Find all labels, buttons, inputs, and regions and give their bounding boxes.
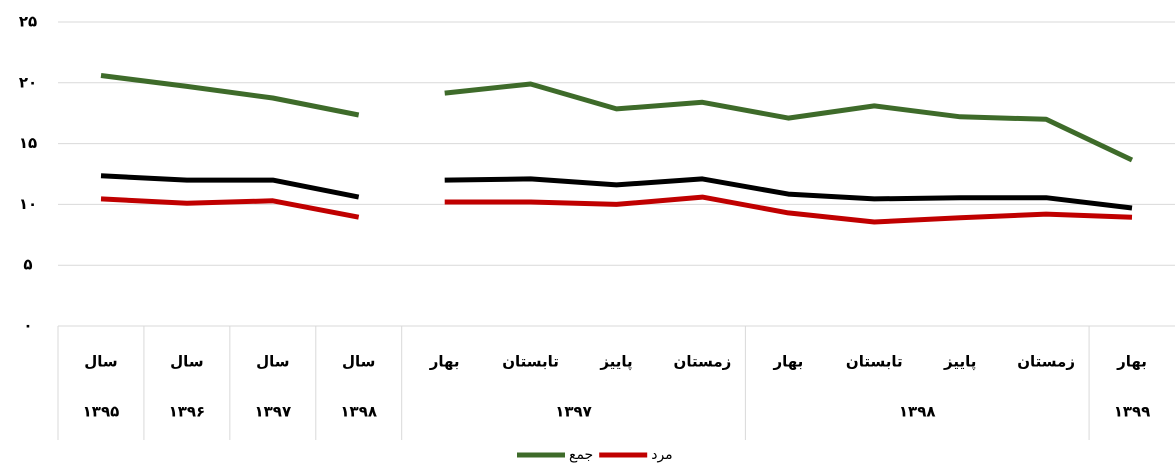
x-tick-label: بهار — [429, 353, 460, 371]
x-tick-label: تابستان — [846, 353, 903, 371]
x-tick-label: زمستان — [1017, 353, 1075, 371]
group-label: ۱۳۹۸ — [899, 403, 936, 421]
line — [444, 194, 1133, 225]
legend-label: جمع — [569, 447, 593, 463]
line — [100, 196, 360, 220]
group-label: ۱۳۹۷ — [254, 403, 291, 421]
y-tick-label: ۱۰ — [19, 195, 37, 213]
x-tick-label: پاییز — [599, 353, 632, 372]
x-tick-label: سال — [256, 353, 289, 371]
x-tick-label: سال — [342, 353, 375, 371]
y-tick-label: ۰ — [23, 317, 32, 335]
x-tick-label: زمستان — [674, 353, 732, 371]
y-tick-label: ۲۰ — [19, 73, 37, 91]
group-label: ۱۳۹۸ — [340, 403, 377, 421]
y-tick-label: ۵ — [23, 256, 32, 274]
group-label: ۱۳۹۵ — [83, 403, 120, 421]
x-tick-label: تابستان — [502, 353, 559, 371]
group-label: ۱۳۹۹ — [1114, 403, 1151, 421]
group-label: ۱۳۹۶ — [169, 403, 206, 421]
line — [444, 81, 1134, 163]
y-tick-label: ۲۵ — [19, 13, 37, 31]
x-tick-label: بهار — [1116, 353, 1147, 371]
x-tick-label: پاییز — [943, 353, 976, 372]
x-tick-label: سال — [170, 353, 203, 371]
line — [100, 73, 360, 118]
legend-label: مرد — [651, 447, 672, 463]
line — [100, 173, 360, 200]
group-label: ۱۳۹۷ — [555, 403, 592, 421]
x-tick-label: بهار — [772, 353, 803, 371]
line — [444, 176, 1133, 211]
y-tick-label: ۱۵ — [19, 134, 37, 152]
x-tick-label: سال — [84, 353, 117, 371]
